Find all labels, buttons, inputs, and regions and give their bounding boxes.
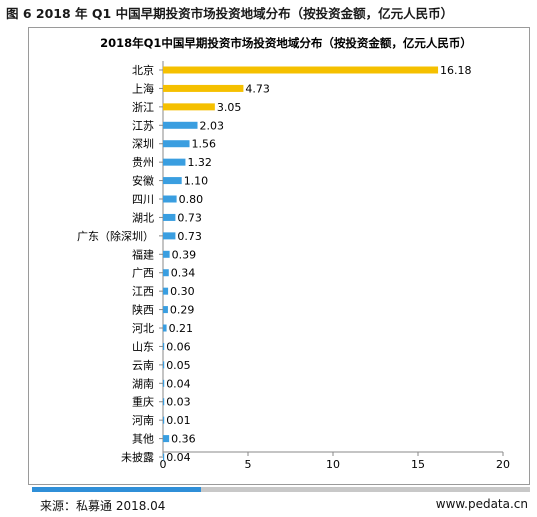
bar: [163, 250, 170, 258]
bar-value-label: 0.01: [166, 414, 191, 427]
category-label: 湖北: [132, 211, 154, 224]
category-label: 上海: [132, 81, 154, 95]
category-label: 广东（除深圳）: [77, 229, 154, 243]
bar: [163, 84, 244, 92]
bar-value-label: 1.10: [184, 175, 209, 188]
bar: [163, 177, 182, 185]
footer-progress-fill: [32, 487, 202, 492]
bar: [163, 121, 198, 129]
source-note: 来源：私募通 2018.04: [40, 499, 166, 513]
x-tick-label: 15: [411, 458, 425, 471]
bar-value-label: 0.73: [177, 230, 202, 243]
bar-value-label: 0.03: [166, 396, 191, 409]
bars: 16.18 4.733.05 2.03 1.56 1.32 1.10 0.80 0.73 0.7…: [163, 64, 472, 464]
x-tick-label: 10: [326, 458, 340, 471]
bar: [163, 306, 168, 314]
bar: [163, 324, 167, 332]
category-label: 贵州: [132, 156, 154, 169]
category-label: 云南: [132, 359, 154, 372]
category-label: 浙江: [132, 101, 154, 114]
category-label: 福建: [132, 247, 154, 261]
bar: [163, 213, 176, 221]
category-label: 湖南: [132, 377, 154, 390]
bar: [163, 361, 165, 369]
bar-value-label: 1.32: [187, 156, 212, 169]
bar-value-label: 0.80: [179, 193, 204, 206]
x-tick-label: 5: [245, 458, 252, 471]
x-tick-label: 0: [160, 458, 167, 471]
bar: [163, 287, 169, 295]
category-label: 深圳: [132, 138, 154, 151]
category-label: 江苏: [132, 119, 154, 132]
category-label: 江西: [132, 285, 154, 298]
bar-value-label: 0.36: [171, 433, 196, 446]
bar-value-label: 0.05: [166, 359, 191, 372]
bar-value-label: 2.03: [200, 119, 225, 132]
bar: [163, 342, 165, 350]
bar: [163, 379, 165, 387]
bar-value-label: 0.04: [166, 451, 191, 464]
bar: [163, 435, 170, 443]
bar: [163, 416, 165, 424]
category-label: 安徽: [132, 174, 154, 188]
bar-value-label: 3.05: [217, 101, 242, 114]
bar-value-label: 0.06: [166, 340, 191, 353]
bar-value-label: 0.34: [171, 267, 196, 280]
bar-value-label: 0.39: [172, 248, 197, 261]
category-label: 河北: [132, 322, 154, 335]
category-label: 北京: [132, 63, 154, 77]
bar: [163, 158, 186, 166]
bar-value-label: 0.21: [169, 322, 194, 335]
bar: [163, 232, 176, 240]
bar-value-label: 1.56: [192, 138, 217, 151]
category-label: 重庆: [132, 395, 154, 409]
bar-value-label: 4.73: [245, 82, 270, 95]
x-tick-label: 20: [496, 458, 510, 471]
chart-frame: [28, 27, 530, 485]
bar: [163, 103, 215, 111]
category-label: 河南: [132, 414, 154, 427]
bar: [163, 66, 439, 74]
bar-value-label: 0.73: [177, 211, 202, 224]
bar: [163, 398, 165, 406]
bar: [163, 453, 165, 461]
bar-value-label: 0.29: [170, 304, 195, 317]
footer-progress-track: [32, 487, 530, 492]
category-label: 陕西: [132, 303, 154, 317]
bar-value-label: 0.04: [166, 377, 191, 390]
category-label: 未披露: [121, 450, 154, 464]
category-label: 四川: [132, 193, 154, 206]
category-label: 广西: [132, 267, 154, 280]
website-url: www.pedata.cn: [435, 497, 528, 511]
category-label: 其他: [132, 433, 154, 446]
category-label: 山东: [132, 340, 154, 353]
bar: [163, 269, 169, 277]
bar-value-label: 0.30: [170, 285, 195, 298]
bar-value-label: 16.18: [440, 64, 472, 77]
bar: [163, 195, 177, 203]
chart-title: 2018年Q1中国早期投资市场投资地域分布（按投资金额，亿元人民币）: [100, 36, 472, 50]
bar: [163, 140, 190, 148]
figure-caption: 图 6 2018 年 Q1 中国早期投资市场投资地域分布（按投资金额，亿元人民币…: [6, 6, 454, 21]
